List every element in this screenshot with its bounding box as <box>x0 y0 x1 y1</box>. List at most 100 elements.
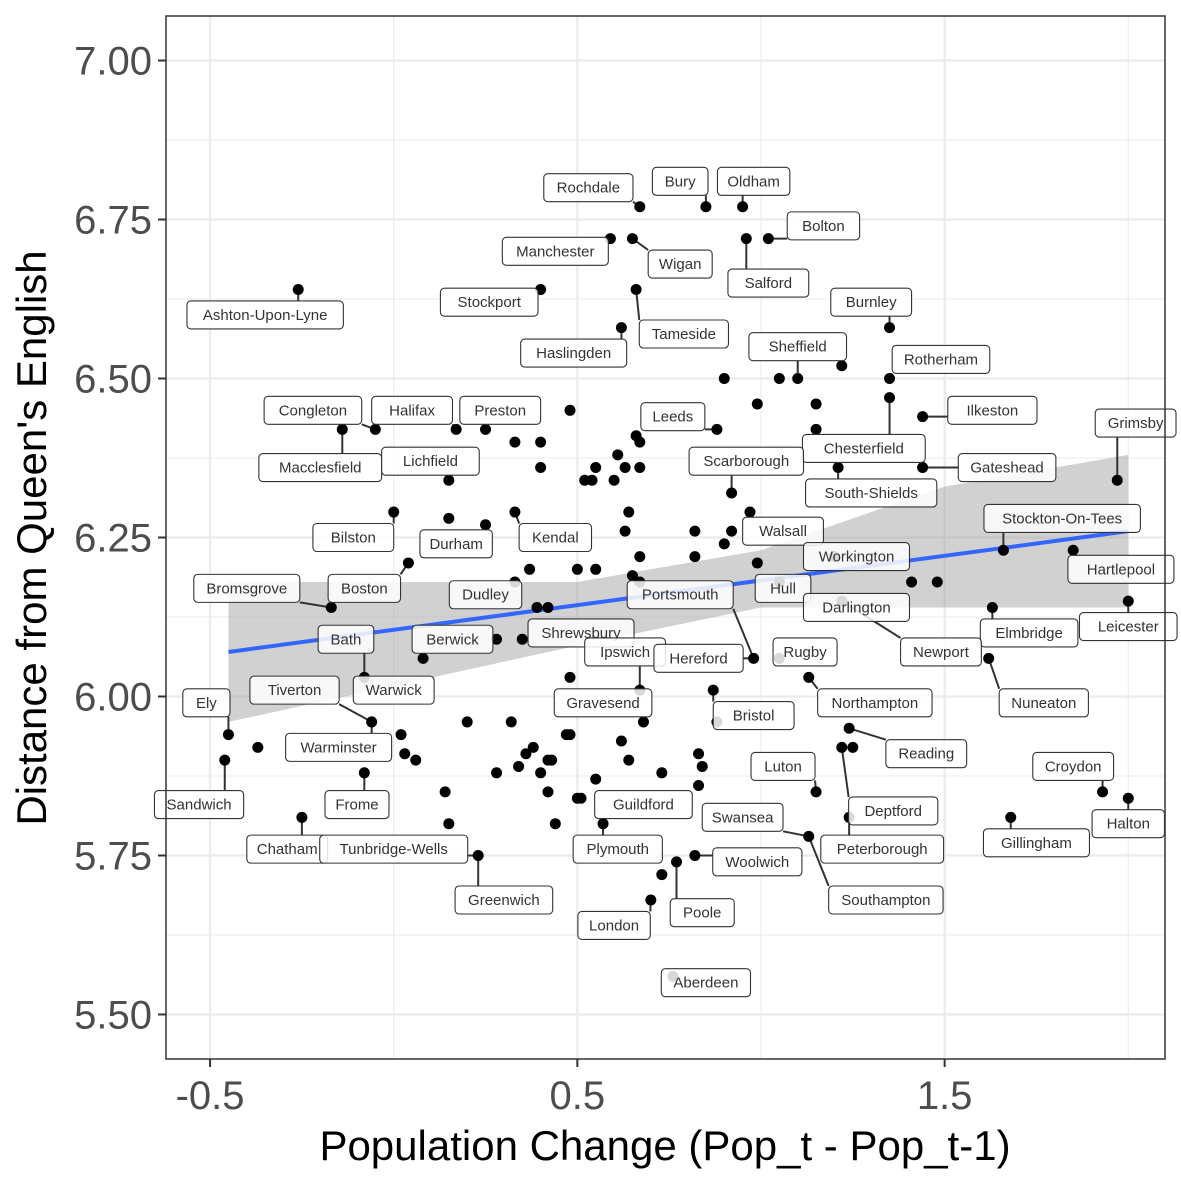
data-point <box>480 423 492 435</box>
label-box <box>712 701 795 731</box>
label-box <box>263 395 363 425</box>
city-label-darlington: Darlington <box>802 592 911 623</box>
city-label-haslingden: Haslingden <box>520 338 628 368</box>
data-point <box>590 773 602 785</box>
data-point <box>549 818 561 830</box>
data-point <box>718 373 730 385</box>
data-point <box>1005 811 1017 823</box>
data-point <box>564 404 576 416</box>
data-point <box>513 760 525 772</box>
label-text: Macclesfield <box>279 460 362 477</box>
label-connector-southampton <box>807 836 830 887</box>
label-box <box>651 166 709 196</box>
label-text: Boston <box>341 580 388 597</box>
data-point <box>443 474 455 486</box>
label-text: Lichfield <box>403 453 458 470</box>
label-text: Bilston <box>331 530 376 547</box>
city-label-chatham: Chatham <box>246 834 329 864</box>
label-box <box>982 828 1091 858</box>
y-tick-label: 6.00 <box>74 675 152 719</box>
label-box <box>186 300 344 330</box>
label-box <box>830 287 913 317</box>
city-label-southampton: Southampton <box>828 885 944 915</box>
city-label-rugby: Rugby <box>772 637 838 667</box>
city-label-ashton-upon-lyne: Ashton-Upon-Lyne <box>186 300 344 330</box>
city-label-newport: Newport <box>900 637 982 667</box>
label-box <box>518 522 593 553</box>
label-text: Luton <box>764 758 802 775</box>
label-box <box>312 522 395 553</box>
data-point <box>843 722 855 734</box>
label-text: Salford <box>745 275 793 292</box>
label-text: Rugby <box>783 644 827 661</box>
label-text: Haslingden <box>536 345 611 362</box>
label-box <box>439 287 539 317</box>
city-label-halifax: Halifax <box>371 395 454 425</box>
data-point <box>726 525 738 537</box>
label-text: Oldham <box>727 173 780 190</box>
data-point <box>832 462 844 474</box>
city-label-nuneaton: Nuneaton <box>998 688 1089 718</box>
label-text: Bolton <box>802 218 845 235</box>
data-point <box>623 754 635 766</box>
label-text: Portsmouth <box>642 587 719 604</box>
data-point <box>836 360 848 372</box>
city-label-gravesend: Gravesend <box>553 688 653 718</box>
data-point <box>450 423 462 435</box>
label-text: Tameside <box>652 326 716 343</box>
label-text: Deptford <box>864 803 922 820</box>
data-point <box>615 322 627 334</box>
label-text: Gravesend <box>566 695 639 712</box>
city-label-salford: Salford <box>727 268 810 298</box>
label-text: Chesterfield <box>824 440 904 457</box>
label-box <box>772 637 838 667</box>
data-point <box>700 201 712 213</box>
data-point <box>531 601 543 613</box>
city-label-boston: Boston <box>327 573 402 603</box>
label-text: Newport <box>913 644 970 661</box>
city-label-sandwich: Sandwich <box>153 790 245 820</box>
data-point <box>564 671 576 683</box>
label-text: Elmbridge <box>995 625 1063 642</box>
y-axis-ticks: 5.50 5.75 6.00 6.25 6.50 6.75 7.00 <box>74 40 166 1037</box>
data-point <box>491 633 503 645</box>
label-text: Gillingham <box>1001 835 1072 852</box>
data-point <box>516 633 528 645</box>
city-label-berwick: Berwick <box>411 624 494 654</box>
data-point <box>590 563 602 575</box>
city-label-peterborough: Peterborough <box>820 834 945 864</box>
label-box <box>828 885 944 915</box>
label-text: Peterborough <box>837 841 928 858</box>
city-label-tameside: Tameside <box>638 319 730 349</box>
label-text: Warminster <box>301 739 377 756</box>
city-label-stockton-on-tees: Stockton-On-Tees <box>983 503 1141 533</box>
data-point <box>986 601 998 613</box>
data-point <box>369 423 381 435</box>
label-box <box>543 173 634 203</box>
city-label-poole: Poole <box>669 898 735 928</box>
data-point <box>439 786 451 798</box>
data-point <box>884 392 896 404</box>
label-text: Guildford <box>613 797 674 814</box>
city-label-rochdale: Rochdale <box>543 173 634 203</box>
label-box <box>805 478 938 508</box>
label-text: Rochdale <box>557 180 620 197</box>
city-label-bristol: Bristol <box>712 701 795 731</box>
label-text: Leeds <box>652 409 693 426</box>
label-text: Darlington <box>822 599 890 616</box>
data-point <box>296 811 308 823</box>
label-text: Aberdeen <box>673 975 738 992</box>
label-box <box>419 529 493 559</box>
data-point <box>612 449 624 461</box>
label-box <box>626 580 734 610</box>
data-point <box>535 462 547 474</box>
city-label-bury: Bury <box>651 166 709 196</box>
data-point <box>586 474 598 486</box>
label-text: Dudley <box>462 587 509 604</box>
city-label-oldham: Oldham <box>716 166 791 196</box>
data-point <box>626 570 638 582</box>
label-text: South-Shields <box>824 485 917 502</box>
label-box <box>285 732 393 762</box>
data-point <box>542 786 554 798</box>
data-point <box>711 423 723 435</box>
